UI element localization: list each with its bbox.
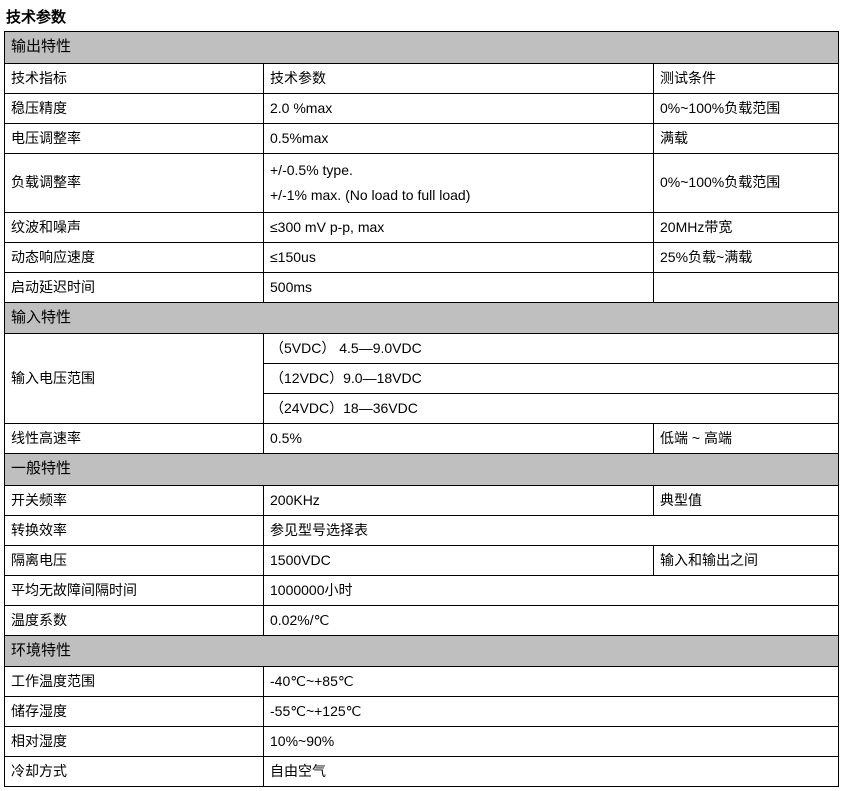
table-row: 相对湿度 10%~90%	[5, 727, 839, 757]
section-header: 输出特性	[5, 32, 839, 64]
table-row: 开关频率 200KHz 典型值	[5, 485, 839, 515]
table-row: 电压调整率 0.5%max 满载	[5, 123, 839, 153]
param-cond: 0%~100%负载范围	[654, 153, 839, 212]
param-value: （12VDC）9.0—18VDC	[264, 364, 839, 394]
spec-table: 输出特性 技术指标 技术参数 测试条件 稳压精度 2.0 %max 0%~100…	[4, 31, 839, 787]
param-value: +/-0.5% type. +/-1% max. (No load to ful…	[264, 153, 654, 212]
param-value: 2.0 %max	[264, 93, 654, 123]
param-value: ≤150us	[264, 242, 654, 272]
param-value: 500ms	[264, 272, 654, 302]
table-row: 线性高速率 0.5% 低端 ~ 高端	[5, 424, 839, 454]
table-row: 输入电压范围 （5VDC） 4.5—9.0VDC	[5, 334, 839, 364]
table-row: 启动延迟时间 500ms	[5, 272, 839, 302]
param-name: 线性高速率	[5, 424, 264, 454]
param-name: 电压调整率	[5, 123, 264, 153]
table-row: 冷却方式 自由空气	[5, 757, 839, 787]
section-header: 环境特性	[5, 635, 839, 667]
section-row-general: 一般特性	[5, 454, 839, 486]
table-row: 纹波和噪声 ≤300 mV p-p, max 20MHz带宽	[5, 212, 839, 242]
param-name: 启动延迟时间	[5, 272, 264, 302]
param-name: 转换效率	[5, 515, 264, 545]
param-value: 0.5%max	[264, 123, 654, 153]
param-name: 相对湿度	[5, 727, 264, 757]
param-name: 隔离电压	[5, 545, 264, 575]
param-cond: 0%~100%负载范围	[654, 93, 839, 123]
param-value: 200KHz	[264, 485, 654, 515]
table-row: 工作温度范围 -40℃~+85℃	[5, 667, 839, 697]
table-row: 技术指标 技术参数 测试条件	[5, 63, 839, 93]
param-name: 温度系数	[5, 605, 264, 635]
section-header: 一般特性	[5, 454, 839, 486]
section-row-output: 输出特性	[5, 32, 839, 64]
param-value: -40℃~+85℃	[264, 667, 839, 697]
param-name: 负载调整率	[5, 153, 264, 212]
param-value: 1500VDC	[264, 545, 654, 575]
param-value: （5VDC） 4.5—9.0VDC	[264, 334, 839, 364]
param-value: ≤300 mV p-p, max	[264, 212, 654, 242]
param-name: 冷却方式	[5, 757, 264, 787]
param-cond: 满载	[654, 123, 839, 153]
param-name: 储存湿度	[5, 697, 264, 727]
param-name: 平均无故障间隔时间	[5, 575, 264, 605]
col-header-2: 技术参数	[264, 63, 654, 93]
col-header-3: 测试条件	[654, 63, 839, 93]
param-value: -55℃~+125℃	[264, 697, 839, 727]
section-header: 输入特性	[5, 302, 839, 334]
param-value: 参见型号选择表	[264, 515, 839, 545]
param-value: （24VDC）18—36VDC	[264, 394, 839, 424]
param-name: 稳压精度	[5, 93, 264, 123]
table-row: 储存湿度 -55℃~+125℃	[5, 697, 839, 727]
param-name: 动态响应速度	[5, 242, 264, 272]
param-value: 自由空气	[264, 757, 839, 787]
param-cond: 20MHz带宽	[654, 212, 839, 242]
table-row: 平均无故障间隔时间 1000000小时	[5, 575, 839, 605]
param-value: 10%~90%	[264, 727, 839, 757]
param-cond	[654, 272, 839, 302]
page-title: 技术参数	[4, 4, 843, 31]
section-row-input: 输入特性	[5, 302, 839, 334]
table-row: 稳压精度 2.0 %max 0%~100%负载范围	[5, 93, 839, 123]
table-row: 隔离电压 1500VDC 输入和输出之间	[5, 545, 839, 575]
table-row: 动态响应速度 ≤150us 25%负载~满载	[5, 242, 839, 272]
table-row: 温度系数 0.02%/℃	[5, 605, 839, 635]
table-row: 负载调整率 +/-0.5% type. +/-1% max. (No load …	[5, 153, 839, 212]
param-name: 纹波和噪声	[5, 212, 264, 242]
param-cond: 输入和输出之间	[654, 545, 839, 575]
section-row-env: 环境特性	[5, 635, 839, 667]
param-value: 0.5%	[264, 424, 654, 454]
col-header-1: 技术指标	[5, 63, 264, 93]
param-cond: 25%负载~满载	[654, 242, 839, 272]
param-cond: 典型值	[654, 485, 839, 515]
param-cond: 低端 ~ 高端	[654, 424, 839, 454]
param-name: 输入电压范围	[5, 334, 264, 424]
param-value: 1000000小时	[264, 575, 839, 605]
param-name: 开关频率	[5, 485, 264, 515]
param-value: 0.02%/℃	[264, 605, 839, 635]
param-name: 工作温度范围	[5, 667, 264, 697]
table-row: 转换效率 参见型号选择表	[5, 515, 839, 545]
